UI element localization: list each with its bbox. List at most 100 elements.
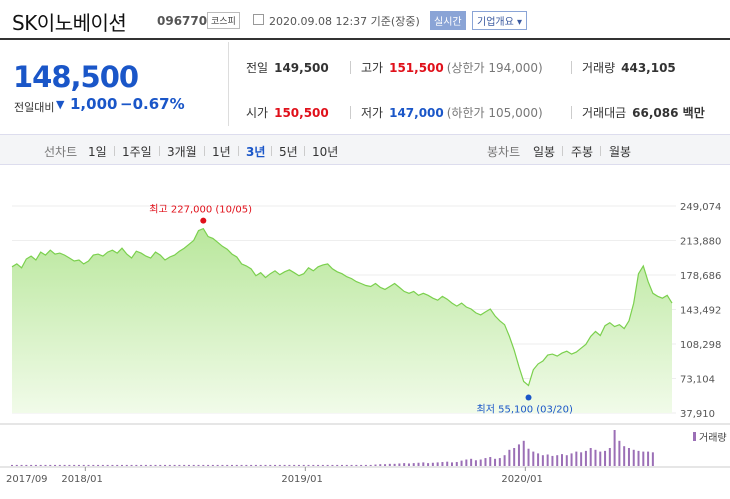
volume-bar [627, 448, 630, 466]
volume-bar [307, 464, 310, 466]
volume-bar [584, 450, 587, 466]
volume-bar [226, 464, 229, 466]
volume-bar [235, 464, 238, 466]
volume-bar [407, 463, 410, 466]
volume-bar [527, 448, 530, 466]
volume-bar [613, 430, 616, 466]
volume-bar [431, 462, 434, 466]
volume-bar [173, 464, 176, 466]
x-axis-ticks: 2017/09 2018/01 2019/01 2020/01 [6, 467, 543, 485]
volume-bar [207, 464, 210, 466]
volume-bar [479, 459, 482, 466]
volume-bar [651, 452, 654, 466]
volume-bar [11, 464, 13, 466]
volume-bar [211, 464, 214, 466]
volume-bar [58, 464, 61, 466]
volume-bar [412, 463, 415, 466]
tab-1y[interactable]: 1년 [212, 145, 231, 159]
price-chart: 249,074 213,880 178,686 143,492 108,298 73,10… [0, 166, 730, 495]
volume-bar [360, 464, 363, 466]
market-badge: 코스피 [207, 12, 240, 29]
volume-bar [403, 463, 406, 466]
high-price: 고가 151,500 (상한가 194,000) [361, 59, 543, 76]
volume-bar [121, 464, 123, 466]
volume-bar [25, 464, 28, 466]
volume-bar [192, 464, 195, 466]
volume-bar [302, 464, 305, 466]
volume-bar [288, 464, 291, 466]
volume-bar [116, 464, 119, 466]
y-tick-label: 73,104 [680, 375, 715, 386]
volume-bar [580, 452, 583, 466]
volume-bar [125, 464, 128, 466]
volume-bar [470, 458, 473, 466]
volume-bar [15, 464, 18, 466]
tab-daily[interactable]: 일봉 [533, 145, 556, 159]
volume-bar [455, 462, 458, 466]
tab-weekly[interactable]: 주봉 [571, 145, 594, 159]
stock-code: 096770 [157, 14, 208, 28]
high-value: 151,500 [389, 61, 444, 75]
min-marker [525, 394, 532, 401]
stats-panel: 전일 149,500 고가 151,500 (상한가 194,000) 거래량 443,… [230, 42, 730, 126]
low-value: 147,000 [389, 106, 444, 120]
timestamp: 2020.09.08 12:37 기준(장중) [269, 15, 420, 28]
stock-name: SK이노베이션 [12, 11, 127, 35]
volume-bar [522, 440, 525, 466]
volume-bar [427, 463, 430, 466]
chart-tabbar: 선차트 1일 1주일 3개월 1년 3년 5년 10년 봉차트 일봉 주봉 월봉 [0, 134, 730, 165]
tab-1w[interactable]: 1주일 [122, 145, 152, 159]
calendar-icon [253, 14, 264, 25]
down-arrow-icon: ▼ [56, 98, 65, 111]
y-tick-label: 178,686 [680, 271, 721, 282]
price-area [12, 228, 672, 413]
volume-bar [594, 449, 597, 466]
volume-bar [384, 464, 387, 466]
low-price: 저가 147,000 (하한가 105,000) [361, 104, 543, 121]
volume-bar [599, 451, 602, 466]
line-chart-label: 선차트 [44, 145, 78, 159]
volume-bar [398, 463, 401, 466]
volume-bar [254, 464, 257, 466]
volume-bar [537, 453, 540, 466]
y-axis-ticks: 249,074 213,880 178,686 143,492 108,298 73,10… [680, 202, 721, 420]
tab-monthly[interactable]: 월봉 [609, 145, 632, 159]
volume-bar [20, 464, 23, 466]
tab-10y[interactable]: 10년 [312, 145, 339, 159]
open-value: 150,500 [274, 106, 329, 120]
volume-bar [245, 464, 248, 466]
volume-bar [345, 464, 348, 466]
tab-1d[interactable]: 1일 [88, 145, 107, 159]
max-annotation: 최고 227,000 (10/05) [149, 204, 252, 216]
company-overview-dropdown[interactable]: 기업개요 ▾ [472, 11, 527, 30]
volume-bar [642, 451, 645, 466]
realtime-button[interactable]: 실시간 [430, 11, 466, 30]
volume-bar [350, 464, 353, 466]
volume-bar [331, 464, 334, 466]
volume-bar [274, 464, 277, 466]
volume-bar [393, 463, 396, 466]
volume-bar [374, 464, 377, 466]
volume-bar [551, 455, 554, 466]
volume-bar [465, 459, 468, 466]
volume-bar [336, 464, 339, 466]
x-tick-label: 2020/01 [501, 474, 543, 485]
volume-bar [498, 458, 501, 466]
volume-bar [140, 464, 143, 466]
volume-bar [369, 464, 372, 466]
volume-bar [293, 464, 296, 466]
volume-bar [632, 449, 635, 466]
volume-bar [250, 464, 253, 466]
volume-bar [561, 454, 563, 466]
volume-bar [379, 464, 382, 466]
volume-legend-label: 거래량 [699, 432, 727, 444]
y-tick-label: 249,074 [680, 202, 721, 213]
tab-3m[interactable]: 3개월 [167, 145, 197, 159]
volume-bar [341, 464, 343, 466]
price-line [11, 227, 673, 387]
volume-bar [82, 464, 85, 466]
volume-bar [168, 464, 171, 466]
tab-3y[interactable]: 3년 [246, 145, 266, 159]
volume-bar [489, 457, 492, 466]
tab-5y[interactable]: 5년 [279, 145, 298, 159]
